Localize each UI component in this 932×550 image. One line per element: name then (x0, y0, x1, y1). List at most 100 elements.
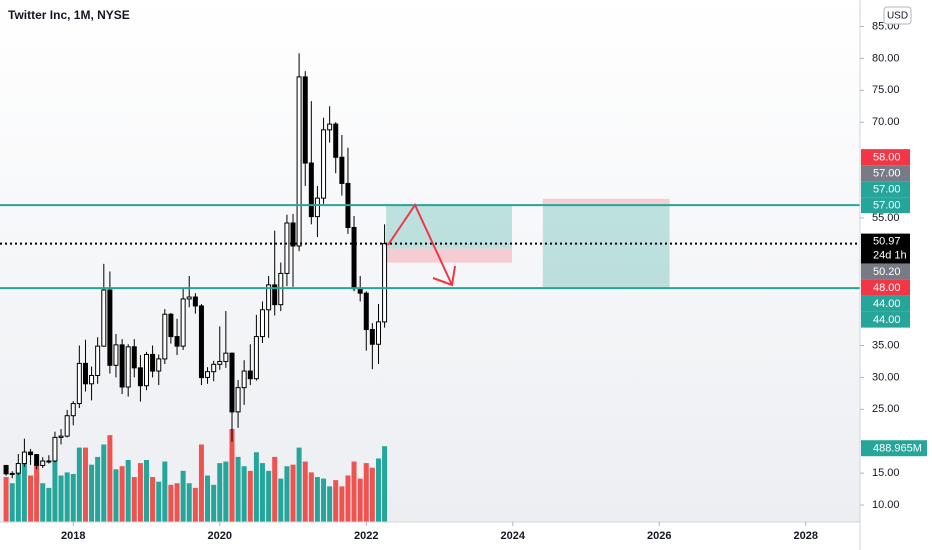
volume-badge-label: 488.965M (873, 443, 922, 455)
x-tick-label: 2020 (208, 530, 232, 542)
candle-body (144, 353, 150, 387)
candle-body (76, 362, 82, 405)
volume-bar (241, 466, 247, 522)
candle-body (125, 346, 131, 388)
candle-body (357, 288, 363, 294)
candle-body (21, 451, 27, 465)
volume-badge (861, 440, 927, 457)
volume-bar (107, 435, 113, 522)
y-tick-label: 55.00 (872, 212, 900, 224)
y-tick-label: 25.00 (872, 403, 900, 415)
price-badge-label: 57.00 (873, 184, 901, 196)
volume-bar (259, 463, 265, 522)
volume-bar (211, 484, 217, 522)
candle-body (89, 375, 95, 385)
volume-bar (162, 461, 168, 522)
candle-body (131, 346, 137, 369)
volume-bar (89, 464, 95, 522)
volume-bar (46, 487, 52, 522)
candle-body (107, 289, 113, 366)
volume-bar (64, 472, 70, 522)
volume-bar (272, 456, 278, 522)
candle-body (168, 313, 174, 338)
candle-body (15, 463, 21, 474)
candle-body (327, 123, 333, 131)
price-badge (861, 311, 910, 328)
volume-bar (223, 461, 229, 522)
candle-body (3, 464, 9, 475)
candle-body (211, 363, 217, 373)
price-badge-label: 44.00 (873, 314, 901, 326)
volume-bar (308, 472, 314, 522)
volume-bar (333, 480, 339, 522)
candle-body (223, 352, 229, 362)
price-badge-label: 44.00 (873, 298, 901, 310)
volume-bar (369, 467, 375, 522)
volume-bar (266, 470, 272, 522)
volume-bar (52, 461, 58, 522)
target-zone (386, 205, 513, 249)
candle-body (186, 296, 192, 300)
x-tick-label: 2028 (794, 530, 818, 542)
candle-body (101, 289, 107, 347)
y-tick-label: 75.00 (872, 84, 900, 96)
candle-body (376, 321, 382, 345)
y-tick-label: 35.00 (872, 339, 900, 351)
current-price-badge (861, 233, 910, 264)
volume-bar (21, 456, 27, 522)
volume-bar (321, 478, 327, 522)
volume-bar (76, 447, 82, 522)
candle-body (58, 435, 64, 438)
candle-body (119, 344, 125, 388)
candle-body (52, 436, 58, 462)
volume-bar (28, 475, 34, 522)
candle-body (174, 336, 180, 347)
candle-body (235, 387, 241, 413)
volume-bar (3, 477, 9, 522)
volume-bar (168, 484, 174, 522)
volume-bar (278, 478, 284, 522)
volume-bar (58, 475, 64, 522)
candle-body (34, 454, 40, 466)
candle-body (9, 472, 15, 475)
candle-body (302, 76, 308, 164)
candle-body (95, 345, 101, 377)
currency-box[interactable] (883, 6, 912, 25)
price-badge (861, 165, 910, 182)
chart-title: Twitter Inc, 1M, NYSE (8, 8, 130, 22)
volume-bar (137, 463, 143, 522)
volume-bar (290, 464, 296, 522)
candle-body (229, 352, 235, 413)
candle-body (205, 371, 211, 378)
candle-body (150, 353, 156, 372)
volume-bar (82, 447, 88, 522)
candle-body (137, 367, 143, 387)
volume-bar (119, 466, 125, 522)
price-badge (861, 263, 910, 280)
volume-bar (253, 452, 259, 522)
candle-body (272, 284, 278, 306)
y-tick-label: 70.00 (872, 116, 900, 128)
candle-body (82, 362, 88, 385)
candle-body (64, 415, 70, 437)
currency[interactable]: USD (887, 11, 908, 22)
candle-body (290, 222, 296, 247)
candle-body (40, 460, 46, 466)
annotation-arrowhead (432, 265, 456, 287)
volume-bar (345, 475, 351, 522)
candle-body (180, 298, 186, 347)
x-tick-label: 2018 (61, 530, 85, 542)
candle-body (339, 156, 345, 184)
volume-bar (376, 458, 382, 522)
volume-bar (217, 463, 223, 522)
price-badge-label: 57.00 (873, 168, 901, 180)
y-tick-label: 10.00 (872, 499, 900, 511)
candle-body (162, 313, 168, 360)
volume-bar (144, 460, 150, 522)
volume-bar (314, 477, 320, 522)
volume-bar (150, 477, 156, 522)
candle-body (241, 370, 247, 389)
y-tick-label: 30.00 (872, 371, 900, 383)
price-badge (861, 181, 910, 198)
